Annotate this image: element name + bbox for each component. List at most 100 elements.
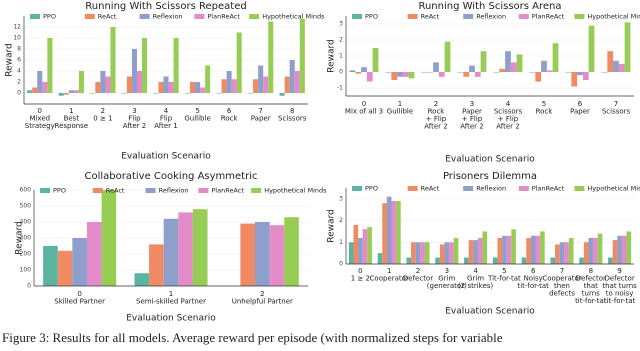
x-tick-label: + Flip: [462, 115, 483, 123]
x-tick-label: Skilled Partner: [54, 298, 105, 306]
legend-label: Hypothetical Minds: [587, 13, 640, 21]
y-tick-label: 1: [339, 53, 343, 60]
bar: [613, 60, 619, 72]
legend-swatch: [249, 14, 260, 19]
bar: [289, 60, 295, 93]
bar: [47, 38, 53, 93]
bar: [205, 65, 211, 93]
legend-swatch: [574, 186, 585, 191]
bar: [568, 237, 574, 264]
bar: [358, 237, 363, 264]
bar: [564, 242, 569, 264]
bar: [382, 203, 387, 264]
bar: [502, 235, 507, 264]
bar: [149, 244, 164, 286]
bar: [42, 82, 48, 93]
y-tick-label: 12: [13, 24, 21, 31]
bar: [57, 250, 73, 286]
bar: [385, 72, 392, 73]
bar: [284, 76, 290, 93]
chart-title: Running With Scissors Repeated: [85, 1, 246, 12]
bar: [420, 242, 425, 264]
bar: [163, 218, 179, 286]
bar: [583, 242, 589, 264]
bar: [158, 82, 164, 93]
x-tick-label: Defector: [576, 275, 606, 283]
bar: [101, 190, 117, 286]
bar: [457, 72, 464, 73]
bar: [541, 60, 547, 72]
bar: [499, 68, 506, 72]
x-tick-label: Paper: [462, 108, 482, 116]
bar: [597, 233, 603, 264]
bar: [506, 235, 512, 264]
bar: [226, 71, 232, 93]
bar: [353, 224, 359, 264]
legend-label: ReAct: [421, 13, 440, 21]
x-tick-label: 0: [38, 107, 42, 115]
x-tick-label: 7: [560, 267, 564, 275]
bar: [163, 76, 169, 93]
legend-label: PPO: [365, 185, 378, 193]
bar: [552, 43, 559, 72]
y-tick-label: 4: [17, 68, 21, 75]
bar: [555, 244, 560, 264]
x-tick-label: Flip: [160, 115, 173, 123]
bar: [269, 225, 285, 286]
bar: [493, 72, 500, 73]
x-tick-label: 2: [101, 107, 105, 115]
legend-swatch: [40, 188, 50, 193]
bar: [236, 32, 242, 93]
y-axis-label: Reward: [5, 43, 15, 77]
x-tick-label: Paper: [251, 115, 271, 123]
legend-label: ReAct: [98, 13, 117, 21]
bar: [433, 62, 439, 72]
y-tick-label: 2: [339, 37, 343, 44]
x-tick-label: Grim: [467, 275, 484, 283]
bar: [361, 67, 367, 72]
legend-label: Hypothetical Minds: [264, 187, 327, 195]
bar: [535, 235, 541, 264]
x-tick-label: Scissors: [278, 115, 307, 123]
y-tick-label: 1: [339, 239, 343, 246]
bar: [529, 72, 536, 73]
x-tick-label: Noisy: [524, 275, 543, 283]
x-tick-label: defects: [549, 290, 575, 298]
bar: [173, 38, 179, 93]
bar: [626, 231, 632, 264]
bar: [480, 51, 487, 72]
y-tick-label: 600: [20, 187, 32, 194]
y-tick-label: -1: [337, 85, 343, 92]
bar: [477, 237, 483, 264]
bar: [530, 235, 536, 264]
bar: [482, 231, 488, 264]
bar: [68, 90, 74, 93]
y-axis-label: Reward: [15, 221, 25, 255]
legend-label: Reflexion: [476, 185, 506, 193]
legend-swatch: [518, 186, 529, 191]
bar: [72, 238, 87, 286]
bar: [189, 82, 196, 93]
legend-label: Hypothetical Minds: [262, 13, 325, 21]
x-tick-label: 1: [169, 290, 173, 298]
bar: [510, 62, 517, 72]
bar: [411, 242, 416, 264]
legend-label: PPO: [43, 13, 56, 21]
bar: [550, 257, 556, 264]
y-tick-label: 400: [20, 219, 32, 226]
x-tick-label: 1 ≥ 2: [351, 275, 370, 283]
legend-swatch: [194, 14, 205, 19]
legend-swatch: [92, 188, 103, 193]
y-tick-label: 3: [339, 195, 343, 202]
x-tick-label: 5: [502, 267, 506, 275]
legend-label: Reflexion: [153, 13, 183, 21]
legend-label: ReAct: [106, 187, 125, 195]
bar: [588, 237, 594, 264]
bar: [299, 18, 305, 93]
bar: [110, 27, 116, 93]
bar: [263, 76, 269, 93]
y-tick-label: 8: [17, 46, 21, 53]
bar: [90, 93, 96, 94]
bar: [253, 79, 259, 93]
bar: [505, 51, 511, 72]
